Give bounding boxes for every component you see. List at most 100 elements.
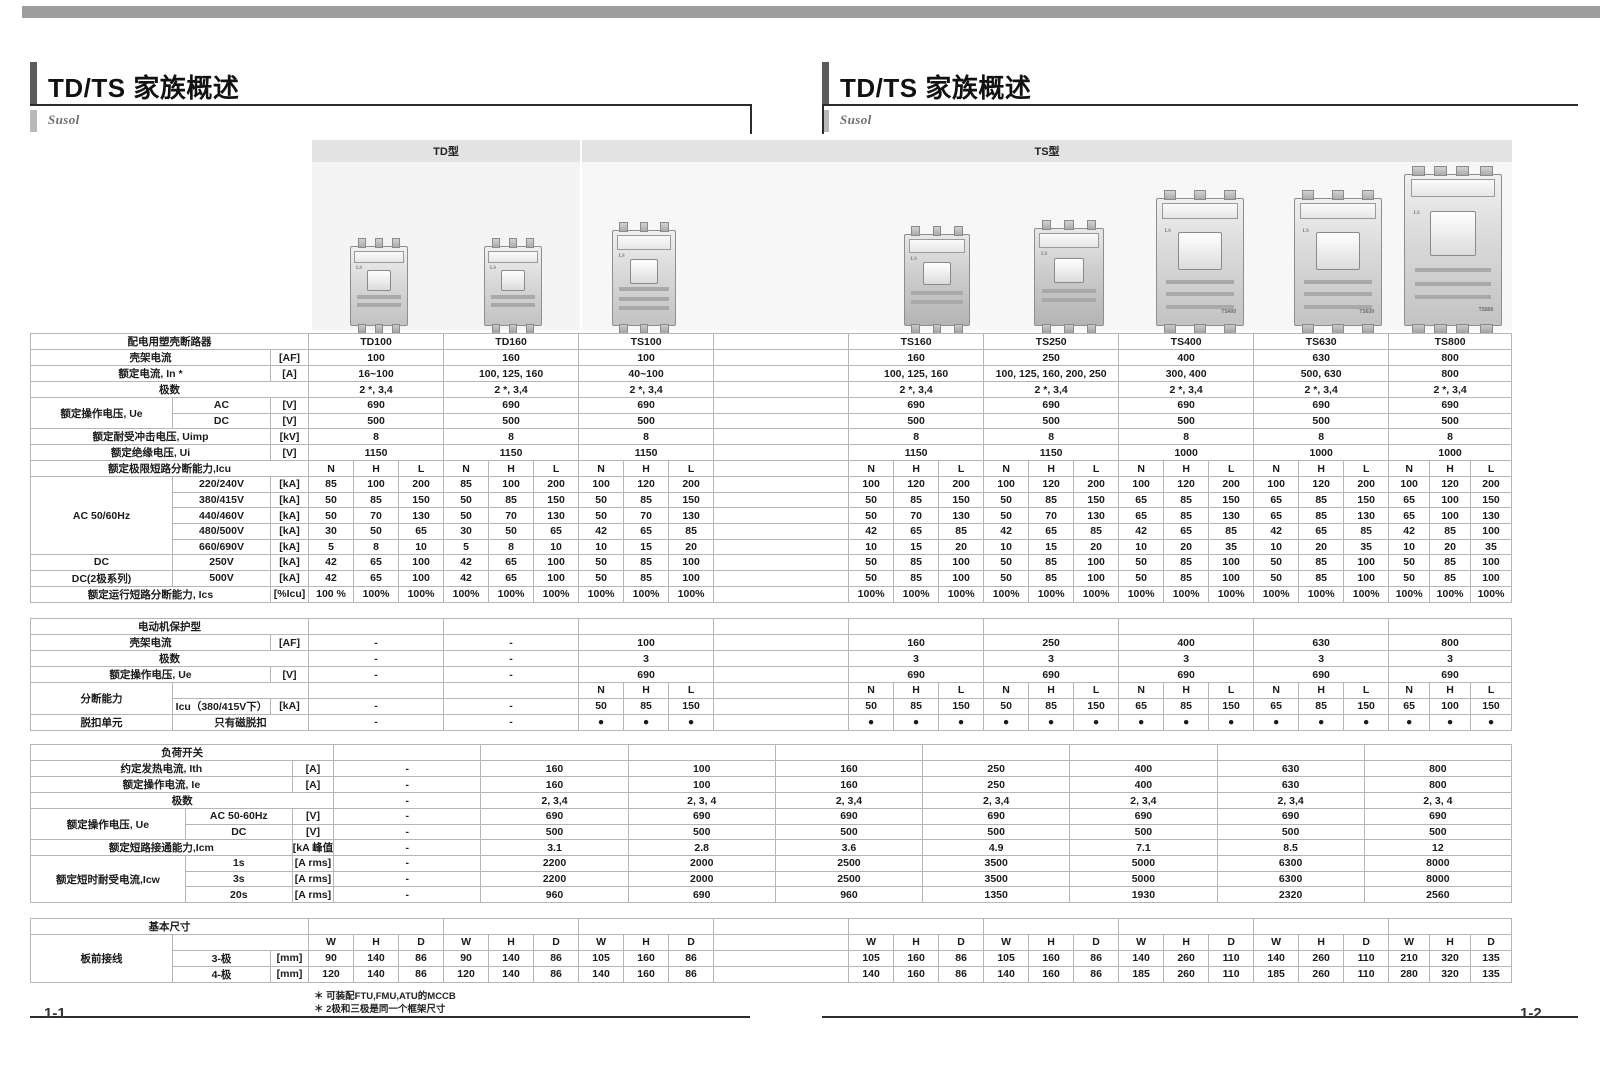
nhl-n: N (443, 460, 490, 478)
whd-d: D (668, 934, 715, 951)
left-white-margin (0, 0, 22, 1085)
cell: 160 (848, 349, 985, 366)
cell: 2, 3,4 (1069, 792, 1218, 809)
row-label-ue: 额定操作电压, Ue (30, 396, 173, 430)
cell: 86 (938, 949, 985, 967)
cell: 200 (1073, 476, 1120, 493)
cell: 100 (1429, 697, 1472, 715)
nhl-n: N (983, 460, 1030, 478)
cell: 85 (1163, 507, 1210, 524)
cell: 20 (938, 538, 985, 556)
cell: 2, 3,4 (1216, 792, 1365, 809)
brand-right: Susol (840, 112, 872, 127)
cell: 2, 3, 4 (627, 792, 776, 809)
cell: 140 (848, 965, 895, 983)
model-header-ts250: TS250 (983, 333, 1120, 350)
row-label-frame-current: 壳架电流 (30, 349, 271, 366)
cell: 8 (1253, 428, 1390, 446)
whd-w: W (578, 934, 625, 951)
table-row: DC [V] 500 500 500 500 500 500 500 500 (31, 412, 1512, 430)
table-row: 660/690V [kA] 5 8 10 5 8 10 10 15 20 10 15 20 10… (31, 538, 1512, 556)
row-unit: [A rms] (291, 870, 335, 888)
cell: 85 (623, 697, 670, 715)
cell: 1150 (578, 444, 715, 462)
cell: 2560 (1363, 886, 1513, 903)
nhl-h: H (1429, 682, 1472, 699)
cell: 140 (578, 965, 625, 983)
cell: 85 (1429, 522, 1472, 540)
table-row: 极数 -2, 3,4 2, 3, 4 2, 3,4 2, 3,4 2, 3,4 2, … (29, 792, 1513, 809)
cell: 8000 (1363, 855, 1513, 872)
model-header-td100: TD100 (308, 333, 445, 350)
cell: 160 (480, 760, 629, 777)
cell: 100% (443, 585, 490, 603)
cell: 85 (1163, 491, 1210, 509)
cell: 690 (627, 886, 776, 903)
whd-h: H (1028, 934, 1075, 951)
cell: 10 (848, 538, 895, 556)
cell: 3500 (922, 855, 1071, 872)
cell: 130 (1208, 507, 1255, 524)
cell: 50 (308, 491, 355, 509)
cell: 86 (938, 965, 985, 983)
page-title-left: TD/TS 家族概述 (48, 73, 240, 103)
cell: 100% (1118, 585, 1165, 603)
cell: 8 (443, 428, 580, 446)
cell-bullet: ● (1253, 713, 1300, 731)
row-unit: [A rms] (291, 855, 335, 872)
cell: 70 (488, 507, 535, 524)
cell: 100, 125, 160, 200, 250 (983, 365, 1120, 382)
cell: 85 (893, 697, 940, 715)
whd-w: W (983, 934, 1030, 951)
cell: 150 (938, 697, 985, 715)
cell: 85 (1028, 569, 1075, 587)
cell-bullet: ● (1343, 713, 1390, 731)
nhl-l: L (668, 682, 715, 699)
cell: 42 (443, 569, 490, 587)
model-header-ts160: TS160 (848, 333, 985, 350)
cell: 85 (1298, 491, 1345, 509)
cell: 50 (983, 554, 1030, 571)
nhl-h: H (893, 682, 940, 699)
cell: 1150 (308, 444, 445, 462)
cell: 50 (1388, 554, 1431, 571)
brand-accent-bar-right (822, 110, 829, 132)
cell: 150 (533, 491, 580, 509)
cell: 500 (848, 412, 985, 430)
cell: 85 (488, 491, 535, 509)
cell: 65 (623, 522, 670, 540)
whd-w: W (1388, 934, 1431, 951)
row-label-breaking-capacity: 分断能力 (30, 682, 173, 715)
cell: 690 (1069, 808, 1218, 825)
row-label-ie: 额定操作电流, Ie (30, 776, 293, 793)
cell: 2200 (480, 855, 629, 872)
cell: 400 (1118, 634, 1255, 651)
row-label-poles: 极数 (29, 650, 310, 667)
cell: 50 (353, 522, 400, 540)
cell: 400 (1069, 776, 1218, 793)
section-header-row: 负荷开关 (29, 744, 1513, 761)
cell-bullet: ● (938, 713, 985, 731)
whd-w: W (443, 934, 490, 951)
cell: 100% (1343, 585, 1390, 603)
nhl-l: L (938, 460, 985, 478)
photo-area-ts: LS LS LS (582, 162, 1512, 334)
cell: 65 (893, 522, 940, 540)
cell: 960 (480, 886, 629, 903)
cell: 690 (1388, 666, 1512, 683)
cell: 85 (353, 491, 400, 509)
cell: 160 (1028, 965, 1075, 983)
table-row: 额定绝缘电压, Ui [V] 1150 1150 1150 1150 1150 … (30, 444, 1512, 462)
cell: - (333, 870, 482, 888)
cell: 630 (1253, 349, 1390, 366)
nhl-l: L (668, 460, 715, 478)
cell: 15 (1028, 538, 1075, 556)
cell: 110 (1208, 965, 1255, 983)
cell: 15 (893, 538, 940, 556)
cell: 42 (308, 569, 355, 587)
cell: 90 (308, 949, 355, 967)
cell: 65 (1118, 697, 1165, 715)
cell: 85 (1429, 569, 1472, 587)
cell: 85 (1208, 522, 1255, 540)
row-unit: [V] (291, 808, 335, 825)
